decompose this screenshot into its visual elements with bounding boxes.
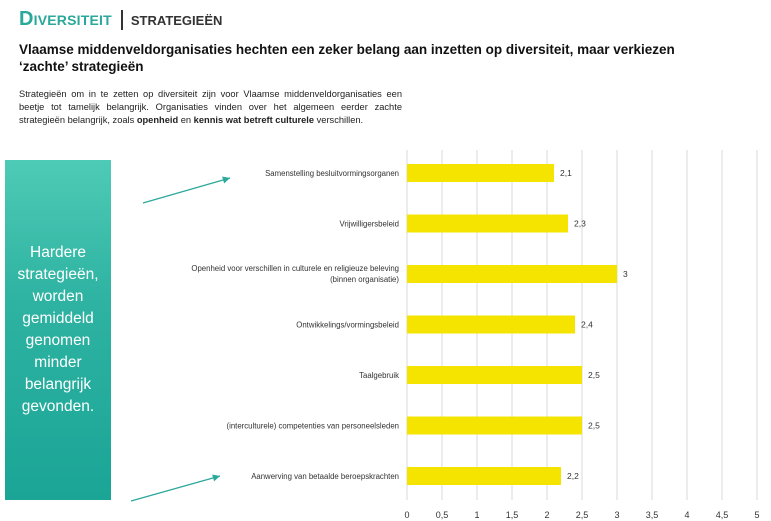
x-tick-label: 4 [684,510,689,520]
arrow-icon [130,474,221,502]
bar [407,214,568,233]
category-label: (interculturele) competenties van person… [227,422,400,431]
section-title: strategieën [130,13,223,28]
arrow-icon [142,176,231,204]
bar [407,416,582,435]
data-label: 2,5 [588,421,600,431]
category-label: Aanwerving van betaalde beroepskrachten [251,472,399,481]
bar [407,315,575,334]
x-tick-label: 2,5 [576,510,589,520]
x-tick-label: 5 [754,510,759,520]
category-label: Taalgebruik [359,371,399,380]
bar [407,366,582,384]
page-header: Diversiteit strategieën [19,8,222,31]
category-label: Vrijwilligersbeleid [339,220,399,229]
intro-text: Strategieën om in te zetten op diversite… [19,89,402,125]
category-label: (binnen organisatie) [330,275,399,284]
data-label: 2,2 [567,471,579,481]
x-tick-label: 0,5 [436,510,449,520]
header-divider [120,9,123,30]
bar [407,265,617,283]
data-label: 2,3 [574,219,586,229]
x-tick-label: 2 [544,510,549,520]
intro-bold-kennis: kennis wat betreft culturele [193,115,315,125]
intro-bold-openheid: openheid [136,115,179,125]
data-label: 2,5 [588,370,600,380]
category-label: Openheid voor verschillen in culturele e… [191,264,399,273]
x-tick-label: 3 [614,510,619,520]
callout-box: Hardere strategieën, worden gemiddeld ge… [5,160,111,500]
intro-paragraph: Strategieën om in te zetten op diversite… [19,88,402,127]
callout-text: Hardere strategieën, worden gemiddeld ge… [17,244,99,415]
headline: Vlaamse middenveldorganisaties hechten e… [19,42,675,74]
intro-text-middle: en [178,115,194,125]
category-label: Ontwikkelings/vormingsbeleid [296,321,399,330]
x-tick-label: 4,5 [716,510,729,520]
bar [407,467,561,485]
data-label: 2,4 [581,320,593,330]
data-label: 2,1 [560,168,572,178]
category-label: Samenstelling besluitvormingsorganen [265,169,399,178]
data-label: 3 [623,269,628,279]
brand-title: Diversiteit [19,8,112,30]
intro-text-end: verschillen. [314,115,364,125]
x-tick-label: 1,5 [506,510,519,520]
bar [407,164,554,182]
x-tick-label: 0 [404,510,409,520]
x-tick-label: 3,5 [646,510,659,520]
x-tick-label: 1 [474,510,479,520]
